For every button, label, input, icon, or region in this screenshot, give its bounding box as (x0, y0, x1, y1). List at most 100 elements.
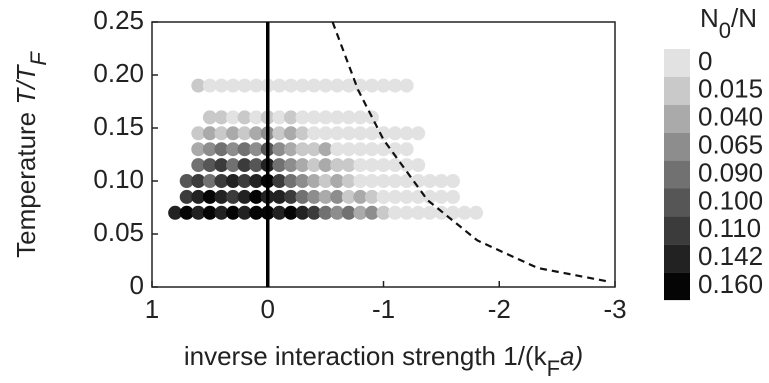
colorbar-swatch (664, 132, 690, 161)
data-point (249, 110, 264, 125)
colorbar-title-part: /N (731, 3, 757, 33)
data-point (330, 158, 345, 173)
data-point (226, 158, 241, 173)
data-point (214, 126, 229, 141)
data-point (283, 142, 298, 157)
data-point (353, 110, 368, 125)
y-tick-label: 0.05 (93, 217, 144, 247)
data-point (330, 205, 345, 220)
data-point (295, 205, 310, 220)
data-point (283, 189, 298, 204)
colorbar-label: 0.110 (698, 213, 761, 243)
data-point (353, 174, 368, 188)
data-point (469, 205, 484, 220)
colorbar-label: 0.160 (698, 269, 763, 299)
data-point (283, 126, 298, 141)
x-label-part: F (547, 356, 560, 381)
x-tick-label: -1 (372, 294, 395, 324)
data-point (376, 174, 391, 188)
data-point (272, 126, 287, 141)
data-point (353, 142, 368, 157)
data-point (249, 174, 264, 188)
data-point (179, 205, 194, 220)
data-point (318, 142, 333, 157)
data-point (307, 189, 322, 204)
data-point (214, 174, 229, 188)
data-point (237, 189, 252, 204)
data-point (399, 158, 414, 173)
colorbar-label: 0 (698, 46, 712, 76)
x-tick-label: -3 (603, 294, 626, 324)
data-point (353, 126, 368, 141)
y-tick-label: 0.10 (93, 164, 144, 194)
data-point (318, 126, 333, 141)
colorbar-label: 0.065 (698, 130, 763, 160)
data-point (364, 174, 379, 188)
x-label-part: inverse interaction strength 1/(k (184, 341, 548, 371)
data-point (272, 110, 287, 125)
data-point (168, 205, 183, 220)
data-point (388, 174, 403, 188)
data-point (214, 142, 229, 157)
data-point (341, 78, 356, 93)
data-point (237, 78, 252, 93)
data-point (202, 142, 217, 157)
data-point (237, 142, 252, 157)
data-point (283, 110, 298, 125)
data-point (214, 205, 229, 220)
data-point (330, 174, 345, 188)
data-point (364, 110, 379, 125)
colorbar-label: 0.090 (698, 157, 763, 187)
data-point (214, 78, 229, 93)
colorbar-title-part: 0 (719, 18, 731, 43)
data-point (272, 78, 287, 93)
data-point (295, 142, 310, 157)
colorbar-swatch (664, 216, 690, 245)
data-point (307, 126, 322, 141)
data-point (341, 142, 356, 157)
data-point (283, 78, 298, 93)
colorbar-title-part: N (700, 3, 719, 33)
data-point (272, 158, 287, 173)
data-point (295, 174, 310, 188)
data-point (214, 158, 229, 173)
data-point (364, 142, 379, 157)
colorbar-title: N0/N (700, 3, 757, 43)
y-tick-label: 0.25 (93, 5, 144, 35)
data-point (249, 78, 264, 93)
data-point (249, 142, 264, 157)
data-point (318, 189, 333, 204)
data-point (457, 205, 472, 220)
data-point (353, 158, 368, 173)
data-point (191, 142, 206, 157)
data-point (272, 174, 287, 188)
colorbar-swatch (664, 76, 690, 105)
data-point (307, 110, 322, 125)
x-axis-label: inverse interaction strength 1/(kFa) (184, 341, 583, 381)
data-point (376, 78, 391, 93)
data-point (237, 174, 252, 188)
x-tick-label: 0 (261, 294, 275, 324)
data-point (226, 110, 241, 125)
data-point (226, 126, 241, 141)
data-point (376, 158, 391, 173)
data-point (364, 189, 379, 204)
data-point (376, 205, 391, 220)
data-point (330, 126, 345, 141)
data-point (388, 205, 403, 220)
data-point (307, 205, 322, 220)
data-point (226, 78, 241, 93)
data-point (272, 142, 287, 157)
data-point (179, 174, 194, 188)
x-label-part: a) (560, 341, 583, 371)
data-point (202, 158, 217, 173)
data-point (237, 205, 252, 220)
data-point (202, 126, 217, 141)
data-point (226, 189, 241, 204)
x-tick-label: 1 (145, 294, 159, 324)
data-point (364, 78, 379, 93)
data-point (341, 174, 356, 188)
data-point (376, 126, 391, 141)
data-point (341, 110, 356, 125)
